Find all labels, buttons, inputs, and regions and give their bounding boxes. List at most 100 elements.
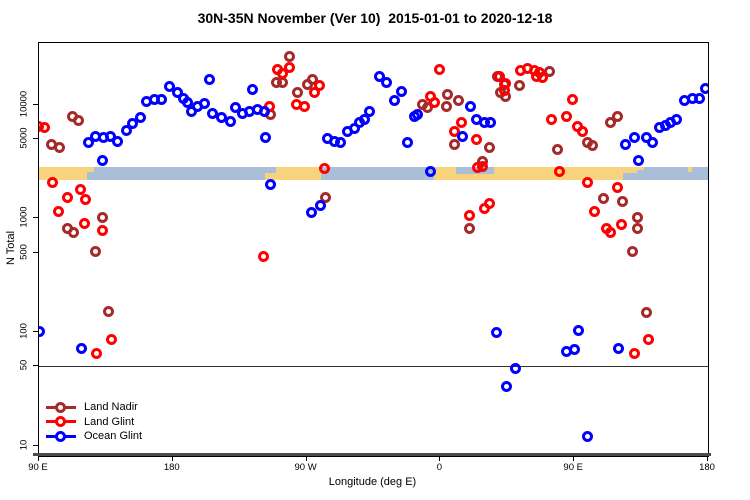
- legend-item-ocean-glint: Ocean Glint: [46, 429, 142, 444]
- map-strip-segment-ocean: [87, 166, 265, 180]
- data-point: [156, 94, 168, 106]
- data-point: [277, 77, 289, 89]
- data-point: [545, 114, 557, 126]
- legend-label: Land Nadir: [84, 401, 138, 414]
- map-strip-coast-detail: [264, 166, 277, 174]
- data-point: [553, 165, 565, 177]
- x-tick-label: 90 E: [28, 462, 48, 473]
- legend-label: Ocean Glint: [84, 430, 143, 443]
- data-point: [587, 140, 599, 152]
- y-tick-label: 10000: [18, 90, 30, 117]
- data-point: [582, 431, 594, 443]
- data-point: [39, 121, 50, 133]
- data-point: [127, 118, 139, 130]
- data-point: [121, 124, 133, 136]
- data-point: [408, 110, 420, 122]
- data-point: [198, 98, 210, 110]
- legend-label: Land Glint: [84, 415, 135, 428]
- data-point: [552, 144, 564, 156]
- y-tick: [33, 217, 38, 219]
- y-tick: [33, 331, 38, 333]
- data-point: [646, 136, 658, 148]
- data-point: [89, 245, 101, 257]
- data-point: [509, 362, 521, 374]
- data-point: [477, 161, 489, 173]
- data-point: [61, 192, 73, 204]
- data-point: [75, 183, 87, 195]
- data-point: [298, 100, 310, 112]
- legend-item-land-nadir: Land Nadir: [46, 400, 142, 415]
- data-point: [537, 72, 549, 83]
- data-point: [455, 117, 467, 129]
- x-tick-label: 90 E: [563, 462, 583, 473]
- data-point: [68, 227, 80, 239]
- data-point: [80, 193, 92, 205]
- data-point: [627, 245, 639, 257]
- data-point: [501, 381, 513, 393]
- data-point: [483, 142, 495, 154]
- data-point: [498, 85, 510, 96]
- data-point: [615, 219, 627, 231]
- data-point: [313, 80, 325, 92]
- data-point: [588, 205, 600, 217]
- reference-line-50: [39, 366, 708, 368]
- data-point: [631, 212, 643, 224]
- data-point: [203, 74, 215, 86]
- data-point: [72, 114, 84, 126]
- data-point: [670, 113, 682, 125]
- data-point: [46, 177, 58, 189]
- data-point: [628, 347, 640, 359]
- data-point: [78, 217, 90, 229]
- data-point: [611, 110, 623, 122]
- data-point: [434, 64, 446, 76]
- data-point: [567, 93, 579, 105]
- data-point: [513, 80, 525, 92]
- map-strip-coast-detail: [636, 166, 645, 171]
- legend-item-land-glint: Land Glint: [46, 415, 142, 430]
- y-tick: [33, 445, 38, 446]
- data-point: [693, 93, 705, 105]
- data-point: [258, 105, 270, 117]
- y-tick-label: 50: [18, 360, 30, 371]
- data-point: [569, 344, 581, 356]
- data-point: [598, 192, 610, 204]
- x-axis-rule: [33, 453, 711, 456]
- data-point: [611, 181, 623, 193]
- data-point: [134, 112, 146, 124]
- data-point: [164, 81, 176, 93]
- data-point: [277, 67, 289, 79]
- data-point: [225, 115, 237, 127]
- data-point: [373, 70, 385, 82]
- data-point: [53, 142, 65, 154]
- x-tick: [573, 456, 575, 461]
- legend-marker-icon: [46, 430, 76, 442]
- data-point: [359, 114, 371, 126]
- data-point: [493, 71, 505, 83]
- data-point: [260, 132, 272, 144]
- data-point: [478, 202, 490, 214]
- data-point: [576, 126, 588, 138]
- legend: Land Nadir Land Glint Ocean Glint: [46, 400, 142, 444]
- data-point: [171, 87, 183, 99]
- x-tick-label: 0: [436, 462, 443, 473]
- x-tick: [171, 456, 173, 461]
- data-point: [449, 138, 461, 150]
- x-tick: [439, 456, 441, 461]
- data-point: [265, 178, 277, 190]
- data-point: [246, 83, 258, 95]
- data-point: [457, 131, 469, 143]
- y-tick-label: 100: [18, 323, 30, 340]
- data-point: [111, 136, 123, 148]
- data-point: [485, 117, 497, 128]
- map-strip-segment-ocean: [321, 166, 435, 180]
- legend-marker-icon: [46, 416, 76, 428]
- data-point: [605, 227, 617, 239]
- data-point: [699, 83, 708, 95]
- data-point: [52, 205, 64, 217]
- x-axis-title: Longitude (deg E): [328, 476, 417, 488]
- data-point: [643, 333, 655, 345]
- data-point: [105, 333, 117, 345]
- x-tick: [305, 456, 307, 461]
- data-point: [305, 206, 317, 218]
